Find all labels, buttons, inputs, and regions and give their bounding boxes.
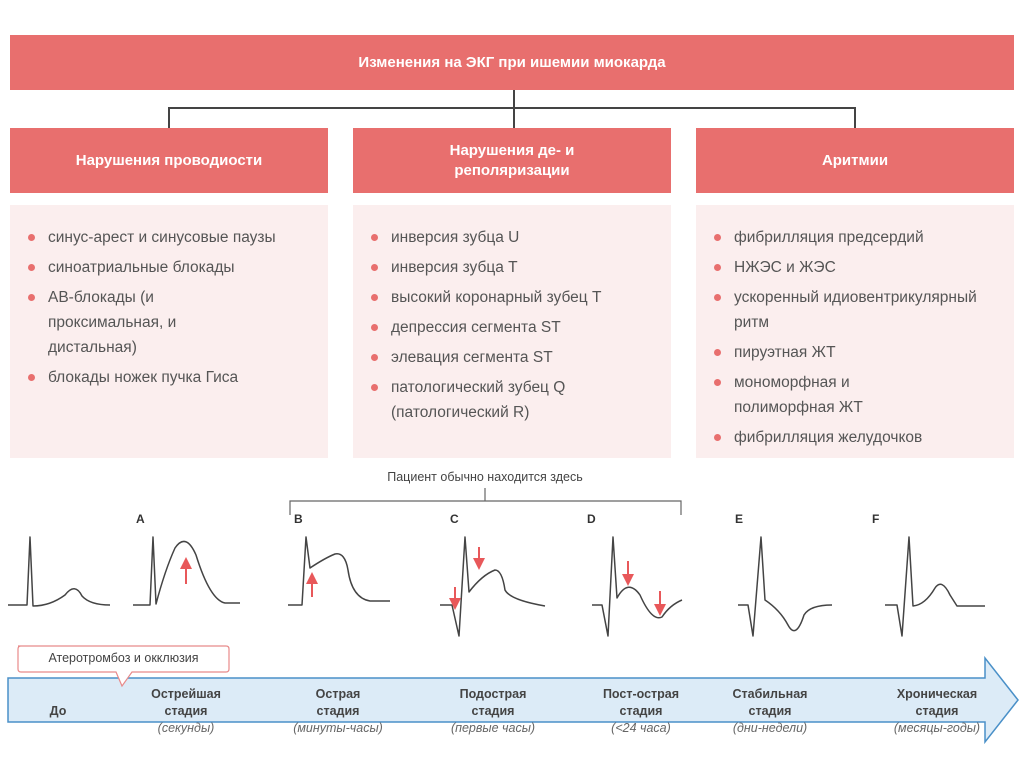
- ecg-waveforms: [8, 536, 985, 637]
- list-item: пируэтная ЖТ: [712, 340, 1000, 365]
- stage-hyperacute: Острейшая стадия (секунды): [151, 687, 221, 735]
- connector: [168, 107, 856, 109]
- ecg-a: [133, 536, 240, 606]
- list-item: блокады ножек пучка Гиса: [26, 365, 314, 390]
- list-item: ускоренный идиовентрикулярный ритм: [712, 285, 1000, 335]
- category-repolarization: Нарушения де- и реполяризации: [353, 128, 671, 193]
- patient-note: Пациент обычно находится здесь: [387, 470, 583, 484]
- ecg-b: [288, 536, 390, 606]
- stage-post-acute: Пост-острая стадия (<24 часа): [602, 687, 680, 735]
- category-arrhythmia: Аритмии: [696, 128, 1014, 193]
- list-item: мономорфная и полиморфная ЖТ: [712, 370, 1000, 420]
- stage-stable: Стабильная стадия (дни-недели): [732, 687, 808, 735]
- list-item: фибрилляция предсердий: [712, 225, 1000, 250]
- list-item: синоатриальные блокады: [26, 255, 314, 280]
- list-item: высокий коронарный зубец Т: [369, 285, 657, 310]
- list-item: инверсия зубца U: [369, 225, 657, 250]
- ecg-letter-a: A: [136, 512, 145, 526]
- timeline-arrow: [7, 645, 1019, 745]
- list-item: АВ-блокады (и проксимальная, и дистальна…: [26, 285, 314, 360]
- stage-subacute: Подострая стадия (первые часы): [450, 687, 536, 735]
- stage-chronic: Хроническая стадия (месяцы-годы): [893, 687, 981, 735]
- ecg-letter-c: C: [450, 512, 459, 526]
- ecg-letter-b: B: [294, 512, 303, 526]
- occlusion-callout: Атеротромбоз и окклюзия: [48, 651, 199, 665]
- list-item: НЖЭС и ЖЭС: [712, 255, 1000, 280]
- connector: [168, 107, 170, 128]
- ecg-letter-e: E: [735, 512, 744, 526]
- connector: [513, 90, 515, 109]
- panel-conduction: синус-арест и синусовые паузы синоатриал…: [10, 205, 328, 458]
- patient-bracket: [289, 488, 682, 515]
- connector: [854, 107, 856, 128]
- list-item: синус-арест и синусовые паузы: [26, 225, 314, 250]
- connector: [513, 107, 515, 128]
- ecg-letter-d: D: [587, 512, 596, 526]
- list-item: фибрилляция желудочков: [712, 425, 1000, 450]
- panel-repolarization: инверсия зубца U инверсия зубца Т высоки…: [353, 205, 671, 458]
- ecg-normal: [8, 536, 111, 607]
- ecg-f: [885, 536, 985, 637]
- stage-before: До: [49, 704, 67, 718]
- category-conduction: Нарушения проводиости: [10, 128, 328, 193]
- stage-acute: Острая стадия (минуты-часы): [293, 687, 383, 735]
- ecg-c: [440, 536, 546, 637]
- panel-arrhythmia: фибрилляция предсердий НЖЭС и ЖЭС ускоре…: [696, 205, 1014, 458]
- list-item: патологический зубец Q (патологический R…: [369, 375, 657, 425]
- ecg-d: [592, 536, 683, 637]
- ecg-e: [738, 536, 833, 637]
- list-item: элевация сегмента ST: [369, 345, 657, 370]
- list-item: инверсия зубца Т: [369, 255, 657, 280]
- list-item: депрессия сегмента ST: [369, 315, 657, 340]
- ecg-letter-f: F: [872, 512, 880, 526]
- main-title: Изменения на ЭКГ при ишемии миокарда: [10, 35, 1014, 90]
